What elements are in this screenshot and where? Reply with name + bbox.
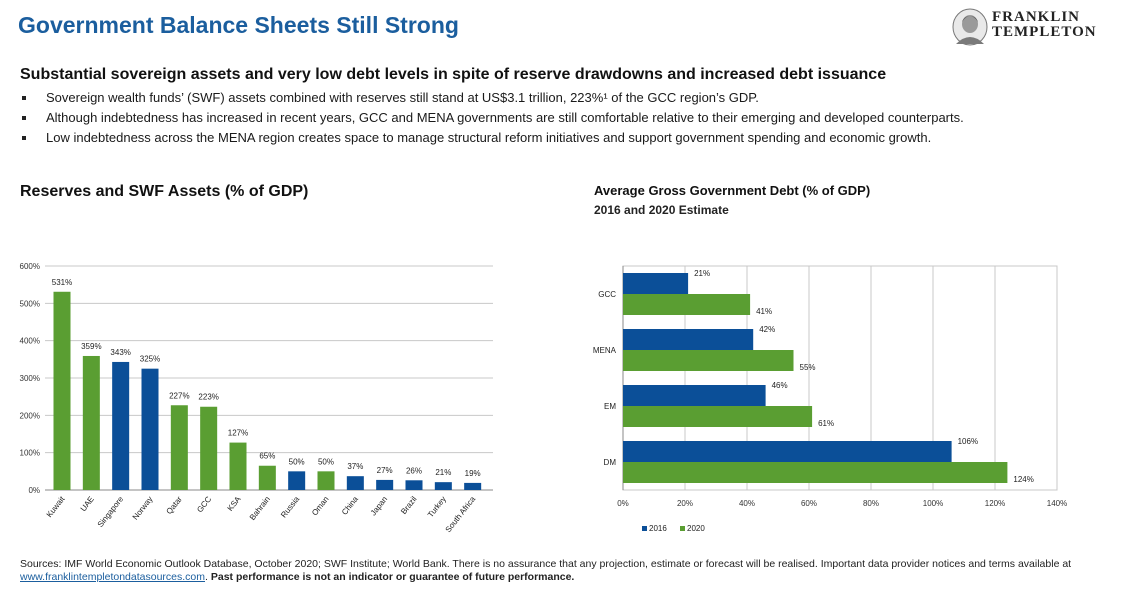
- bar: [623, 294, 751, 315]
- bar: [405, 480, 423, 490]
- data-label: 21%: [694, 269, 710, 278]
- logo-line-2: TEMPLETON: [992, 24, 1097, 40]
- summary-headline: Substantial sovereign assets and very lo…: [20, 66, 887, 83]
- data-label: 41%: [756, 307, 772, 316]
- legend-label: 2020: [687, 524, 705, 533]
- y-tick-label: EM: [604, 402, 616, 411]
- footer-disclaimer: Past performance is not an indicator or …: [210, 571, 575, 583]
- x-tick-label: 80%: [863, 499, 879, 508]
- data-label: 531%: [52, 278, 72, 287]
- bar: [141, 368, 159, 490]
- bar: [53, 291, 71, 490]
- data-label: 55%: [800, 363, 816, 372]
- data-label: 227%: [169, 391, 189, 400]
- y-tick-label: GCC: [598, 290, 616, 299]
- data-label: 106%: [958, 437, 978, 446]
- data-label: 223%: [198, 393, 218, 402]
- data-label: 359%: [81, 342, 101, 351]
- x-tick-label: 120%: [985, 499, 1005, 508]
- data-label: 50%: [318, 457, 334, 466]
- footer-sources-text: Sources: IMF World Economic Outlook Data…: [20, 558, 1072, 570]
- footer-data-sources-link[interactable]: www.franklintempletondatasources.com: [20, 571, 206, 583]
- y-tick-label: 600%: [20, 262, 40, 271]
- y-tick-label: 300%: [20, 374, 40, 383]
- x-tick-label: 20%: [677, 499, 693, 508]
- y-tick-label: MENA: [593, 346, 617, 355]
- bar: [623, 350, 794, 371]
- bar: [464, 482, 482, 490]
- debt-chart-title: Average Gross Government Debt (% of GDP): [594, 183, 871, 198]
- data-label: 27%: [377, 466, 393, 475]
- bar: [623, 441, 952, 462]
- data-label: 42%: [759, 325, 775, 334]
- data-label: 127%: [228, 429, 248, 438]
- bar: [170, 405, 188, 490]
- y-tick-label: 400%: [20, 337, 40, 346]
- bar: [376, 479, 394, 490]
- bar: [288, 471, 306, 490]
- franklin-portrait-icon: [952, 8, 988, 46]
- data-label: 124%: [1013, 475, 1033, 484]
- franklin-templeton-logo: FRANKLIN TEMPLETON: [950, 8, 1110, 46]
- x-tick-label: 140%: [1047, 499, 1067, 508]
- summary-bullet: Low indebtedness across the MENA region …: [20, 128, 964, 148]
- bar: [258, 465, 276, 490]
- debt-chart-subtitle: 2016 and 2020 Estimate: [594, 203, 729, 217]
- y-tick-label: 500%: [20, 299, 40, 308]
- y-tick-label: 0%: [28, 486, 40, 495]
- bar: [346, 476, 364, 490]
- y-tick-label: DM: [604, 458, 617, 467]
- x-tick-label: 60%: [801, 499, 817, 508]
- summary-bullet: Sovereign wealth funds’ (SWF) assets com…: [20, 88, 964, 108]
- footer-sources: Sources: IMF World Economic Outlook Data…: [20, 558, 1072, 583]
- bar: [623, 406, 813, 427]
- bar: [623, 462, 1008, 483]
- x-tick-label: 100%: [923, 499, 943, 508]
- x-tick-label: 0%: [617, 499, 629, 508]
- bar: [112, 361, 130, 490]
- data-label: 61%: [818, 419, 834, 428]
- logo-line-1: FRANKLIN: [992, 9, 1081, 25]
- legend-swatch: [680, 526, 685, 531]
- bar: [623, 329, 754, 350]
- y-tick-label: 100%: [20, 449, 40, 458]
- legend-swatch: [642, 526, 647, 531]
- summary-bullet: Although indebtedness has increased in r…: [20, 108, 964, 128]
- data-label: 50%: [289, 457, 305, 466]
- bar: [623, 385, 766, 406]
- data-label: 19%: [465, 469, 481, 478]
- bar: [623, 273, 689, 294]
- data-label: 46%: [772, 381, 788, 390]
- legend-label: 2016: [649, 524, 667, 533]
- bar: [200, 406, 218, 490]
- data-label: 325%: [140, 355, 160, 364]
- data-label: 21%: [435, 468, 451, 477]
- y-tick-label: 200%: [20, 411, 40, 420]
- summary-bullets: Sovereign wealth funds’ (SWF) assets com…: [20, 88, 964, 148]
- bar: [317, 471, 335, 490]
- bar: [82, 355, 100, 490]
- data-label: 26%: [406, 466, 422, 475]
- bar: [229, 442, 247, 490]
- data-label: 343%: [110, 348, 130, 357]
- reserves-chart-title: Reserves and SWF Assets (% of GDP): [20, 183, 309, 200]
- page-title: Government Balance Sheets Still Strong: [18, 12, 459, 38]
- data-label: 37%: [347, 462, 363, 471]
- data-label: 65%: [259, 452, 275, 461]
- x-tick-label: 40%: [739, 499, 755, 508]
- bar: [434, 482, 452, 490]
